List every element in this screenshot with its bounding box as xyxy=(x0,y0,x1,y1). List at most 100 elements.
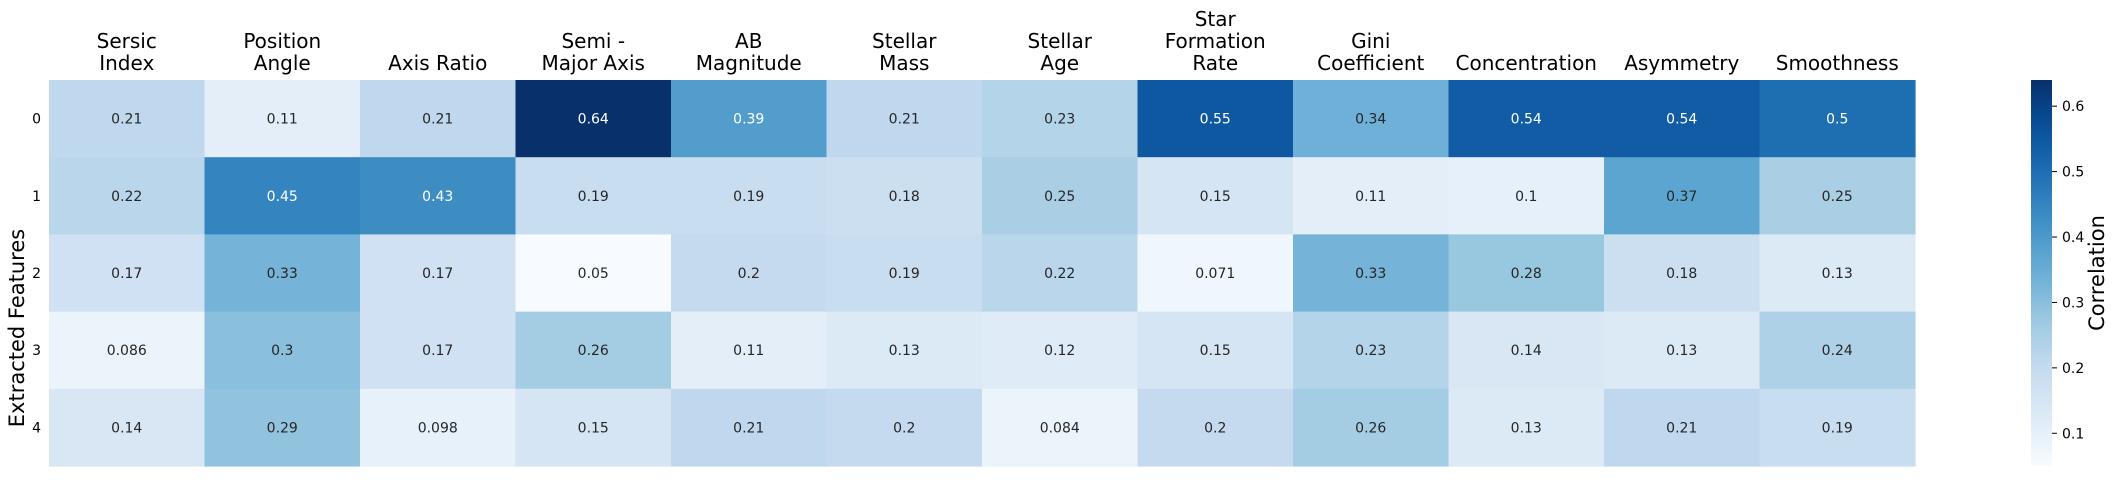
heatmap-cell xyxy=(360,80,517,158)
heatmap-cell xyxy=(1448,80,1605,158)
heatmap-cell xyxy=(826,157,983,235)
y-tick-label: 1 xyxy=(32,189,41,205)
cell-value-label: 0.11 xyxy=(267,112,298,128)
cell-value-label: 0.45 xyxy=(267,189,298,205)
heatmap-cell xyxy=(1448,157,1605,235)
cell-value-label: 0.19 xyxy=(578,189,609,205)
x-tick-label: Asymmetry xyxy=(1624,51,1739,75)
colorbar-tick-label: 0.2 xyxy=(2062,361,2084,377)
heatmap-cell xyxy=(204,80,361,158)
cell-value-label: 0.14 xyxy=(1511,343,1542,359)
cell-value-label: 0.54 xyxy=(1666,112,1697,128)
cell-value-label: 0.17 xyxy=(111,266,142,282)
cell-value-label: 0.15 xyxy=(1200,343,1231,359)
cell-value-label: 0.18 xyxy=(1666,266,1697,282)
cell-value-label: 0.34 xyxy=(1355,112,1386,128)
cell-value-label: 0.17 xyxy=(422,266,453,282)
heatmap-cell xyxy=(1448,388,1605,467)
cell-value-label: 0.05 xyxy=(578,266,609,282)
heatmap-cell xyxy=(1137,80,1294,158)
heatmap-cell xyxy=(360,234,517,313)
cell-value-label: 0.22 xyxy=(111,189,142,205)
heatmap-cell xyxy=(515,388,672,467)
cell-value-label: 0.13 xyxy=(1666,343,1697,359)
y-axis-labels: 0 1 2 3 4 xyxy=(32,112,41,437)
heatmap-cell xyxy=(1448,234,1605,313)
colorbar-tick-label: 0.6 xyxy=(2062,99,2084,115)
heatmap-cell xyxy=(360,157,517,235)
x-tick-label: Smoothness xyxy=(1776,51,1899,75)
cell-value-label: 0.13 xyxy=(1822,266,1853,282)
x-tick-label: Axis Ratio xyxy=(388,51,487,75)
x-tick-label: Position Angle xyxy=(243,29,321,75)
cell-value-label: 0.33 xyxy=(1355,266,1386,282)
heatmap-cell xyxy=(671,157,828,235)
cell-value-label: 0.21 xyxy=(733,420,764,436)
colorbar-gradient xyxy=(2031,80,2052,466)
colorbar-tick-label: 0.5 xyxy=(2062,165,2084,181)
cell-value-label: 0.15 xyxy=(1200,189,1231,205)
cell-value-label: 0.21 xyxy=(422,112,453,128)
cell-value-label: 0.2 xyxy=(738,266,760,282)
heatmap-cell xyxy=(1759,311,1916,390)
x-tick-label: Semi -Major Axis xyxy=(542,29,645,75)
heatmap-cell xyxy=(1293,388,1450,467)
cell-value-label: 0.098 xyxy=(418,420,458,436)
cell-value-label: 0.37 xyxy=(1666,189,1697,205)
cell-value-label: 0.2 xyxy=(893,420,915,436)
cell-value-label: 0.12 xyxy=(1044,343,1075,359)
heatmap-cell xyxy=(515,311,672,390)
cell-value-label: 0.17 xyxy=(422,343,453,359)
cell-value-label: 0.15 xyxy=(578,420,609,436)
x-tick-label: Stellar Mass xyxy=(872,29,937,75)
heatmap-cell xyxy=(1293,234,1450,313)
heatmap-cell xyxy=(1293,311,1450,390)
heatmap-cell xyxy=(515,157,672,235)
cell-value-label: 0.13 xyxy=(889,343,920,359)
heatmap-cell xyxy=(671,234,828,313)
x-tick-label: Stellar Age xyxy=(1028,29,1093,75)
cell-annotations: 0.21 0.11 0.21 0.64 0.39 0.21 0.23 0.55 0.34 0.54… xyxy=(107,112,1853,437)
cell-value-label: 0.33 xyxy=(267,266,298,282)
colorbar-ticks: 0.1 0.2 0.3 0.4 0.5 0.6 xyxy=(2052,99,2084,442)
heatmap-cell xyxy=(826,234,983,313)
cell-value-label: 0.14 xyxy=(111,420,142,436)
heatmap-cell xyxy=(671,80,828,158)
y-axis-title: Extracted Features xyxy=(5,229,29,427)
x-tick-label: Star Formation Rate xyxy=(1165,7,1266,75)
cell-value-label: 0.18 xyxy=(889,189,920,205)
heatmap-cell xyxy=(1604,234,1761,313)
cell-value-label: 0.23 xyxy=(1355,343,1386,359)
heatmap-cell xyxy=(49,157,206,235)
cell-value-label: 0.43 xyxy=(422,189,453,205)
heatmap-cell xyxy=(1604,311,1761,390)
heatmap-cell xyxy=(360,311,517,390)
colorbar-tick-label: 0.3 xyxy=(2062,295,2084,311)
heatmap-cell xyxy=(826,388,983,467)
y-tick-label: 2 xyxy=(32,266,41,282)
x-tick-label: AB Magnitude xyxy=(696,29,802,75)
cell-value-label: 0.11 xyxy=(1355,189,1386,205)
colorbar-tick-label: 0.1 xyxy=(2062,426,2084,442)
heatmap-cell xyxy=(1293,157,1450,235)
heatmap-cell xyxy=(204,388,361,467)
x-tick-label: Gini Coefficient xyxy=(1317,29,1424,75)
heatmap-cells xyxy=(49,80,1916,467)
cell-value-label: 0.26 xyxy=(578,343,609,359)
cell-value-label: 0.2 xyxy=(1204,420,1226,436)
heatmap-cell xyxy=(1293,80,1450,158)
heatmap-cell xyxy=(49,80,206,158)
y-tick-label: 4 xyxy=(32,420,41,436)
cell-value-label: 0.24 xyxy=(1822,343,1853,359)
heatmap-cell xyxy=(671,388,828,467)
colorbar-tick-label: 0.4 xyxy=(2062,230,2084,246)
heatmap-cell xyxy=(1759,80,1916,158)
cell-value-label: 0.19 xyxy=(889,266,920,282)
cell-value-label: 0.23 xyxy=(1044,112,1075,128)
cell-value-label: 0.39 xyxy=(733,112,764,128)
heatmap-cell xyxy=(204,311,361,390)
cell-value-label: 0.22 xyxy=(1044,266,1075,282)
cell-value-label: 0.54 xyxy=(1511,112,1542,128)
